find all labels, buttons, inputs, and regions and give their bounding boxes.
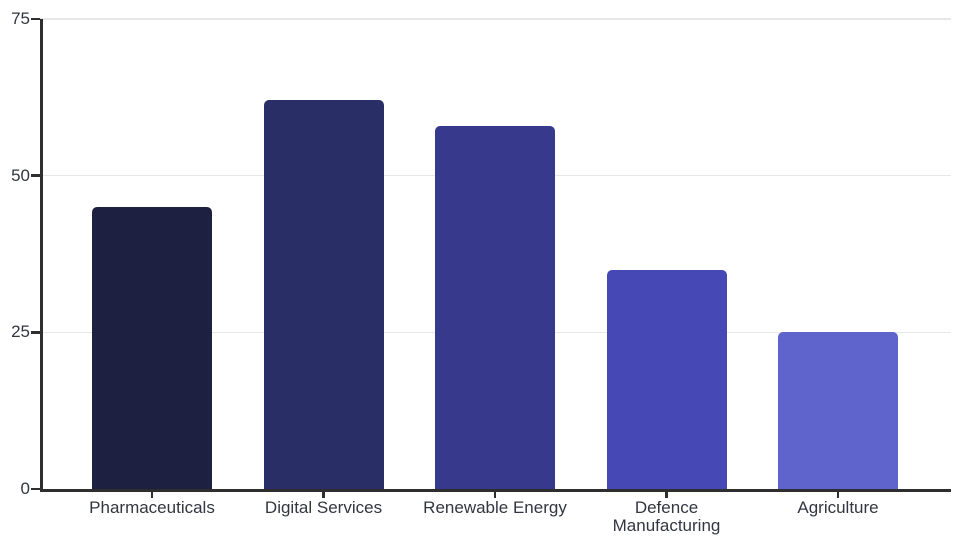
x-axis-tick <box>322 491 325 498</box>
x-axis-tick <box>836 491 840 498</box>
x-axis-label-agriculture: Agriculture <box>797 498 879 517</box>
x-axis-label-defence-manufacturing: Defence Manufacturing <box>612 498 721 535</box>
y-axis-tick <box>31 331 40 334</box>
x-axis-label-pharmaceuticals: Pharmaceuticals <box>89 498 215 517</box>
x-axis-tick <box>493 491 497 498</box>
y-axis-tick-label: 50 <box>11 165 30 185</box>
x-axis-line <box>40 489 951 492</box>
x-axis-tick <box>665 491 668 498</box>
y-axis-tick <box>31 487 40 491</box>
y-axis-tick-label: 25 <box>11 322 30 342</box>
bar-pharmaceuticals[interactable] <box>92 207 212 489</box>
bar-defence-manufacturing[interactable] <box>606 269 727 489</box>
y-axis-tick-label: 0 <box>20 479 30 498</box>
x-axis-label-renewable-energy: Renewable Energy <box>423 498 567 517</box>
y-axis-tick-label: 75 <box>11 9 30 28</box>
bar-renewable-energy[interactable] <box>435 125 555 489</box>
x-axis-label-digital-services: Digital Services <box>264 498 383 517</box>
y-axis-tick <box>31 17 40 21</box>
gridline-75 <box>40 18 951 20</box>
bar-digital-services[interactable] <box>263 100 384 489</box>
y-axis-line <box>40 19 43 492</box>
x-axis-tick <box>150 491 154 498</box>
bar-agriculture[interactable] <box>778 332 898 489</box>
y-axis-tick <box>31 174 40 177</box>
